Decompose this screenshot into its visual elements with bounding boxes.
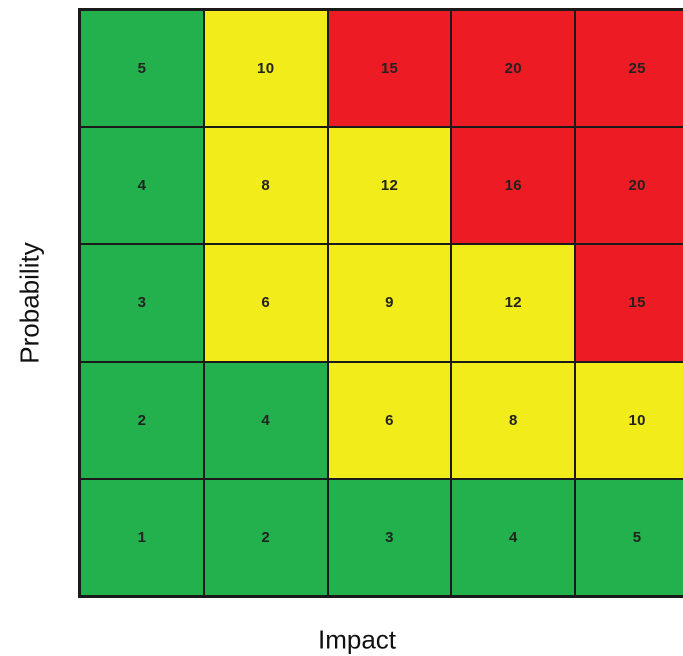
risk-cell: 6: [328, 362, 451, 478]
risk-cell: 5: [576, 479, 683, 595]
risk-cell: 4: [452, 479, 575, 595]
risk-cell: 10: [576, 362, 683, 478]
risk-cell: 12: [328, 128, 451, 244]
risk-cell: 10: [204, 11, 327, 127]
risk-cell: 25: [576, 11, 683, 127]
risk-cell: 3: [81, 245, 203, 361]
risk-cell: 2: [81, 362, 203, 478]
y-axis-label: Probability: [14, 242, 45, 364]
risk-cell: 9: [328, 245, 451, 361]
risk-cell: 20: [452, 11, 575, 127]
risk-cell: 12: [452, 245, 575, 361]
risk-cell: 16: [452, 128, 575, 244]
x-axis-label: Impact: [317, 624, 397, 655]
risk-cell: 3: [328, 479, 451, 595]
risk-cell: 4: [81, 128, 203, 244]
risk-cell: 15: [576, 245, 683, 361]
risk-cell: 2: [204, 479, 327, 595]
risk-cell: 20: [576, 128, 683, 244]
risk-cell: 1: [81, 479, 203, 595]
risk-cell: 5: [81, 11, 203, 127]
risk-cell: 8: [204, 128, 327, 244]
risk-matrix: 5 10 15 20 25 4 8 12 16 20 3 6 9 12 15 2 4 6 8 10 1 2 3 4 5: [78, 8, 683, 598]
risk-cell: 8: [452, 362, 575, 478]
risk-cell: 15: [328, 11, 451, 127]
risk-cell: 6: [204, 245, 327, 361]
risk-cell: 4: [204, 362, 327, 478]
